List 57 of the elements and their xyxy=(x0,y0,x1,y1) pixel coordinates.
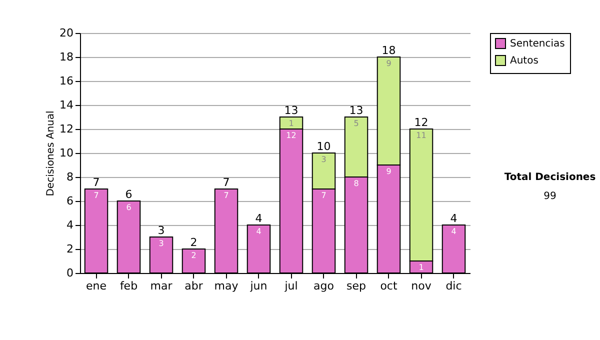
legend-label: Sentencias xyxy=(510,38,565,50)
data-label: 1 xyxy=(418,263,424,272)
data-label: 2 xyxy=(191,251,196,260)
data-label: 11 xyxy=(416,131,426,140)
x-tick-label: sep xyxy=(346,280,366,292)
x-tick-label: ene xyxy=(86,280,107,292)
data-label: 3 xyxy=(158,239,164,248)
x-tick-label: oct xyxy=(380,280,398,292)
total-label: 3 xyxy=(158,224,165,237)
y-tick-label: 8 xyxy=(66,170,74,184)
total-label: 7 xyxy=(222,176,230,189)
y-tick-label: 10 xyxy=(60,146,74,160)
y-tick-label: 18 xyxy=(60,50,74,64)
y-tick-label: 4 xyxy=(66,218,74,232)
data-label: 1 xyxy=(288,119,294,128)
data-label: 5 xyxy=(354,119,359,128)
data-label: 12 xyxy=(286,131,296,140)
x-tick-label: may xyxy=(214,280,239,292)
total-label: 13 xyxy=(284,104,298,117)
x-tick-label: jul xyxy=(284,280,298,292)
x-tick-label: ago xyxy=(314,280,334,292)
total-label: 10 xyxy=(316,140,331,153)
y-tick-label: 14 xyxy=(60,98,74,112)
data-label: 6 xyxy=(126,203,132,212)
y-tick-label: 16 xyxy=(60,74,74,88)
data-label: 7 xyxy=(94,191,99,200)
total-label: 4 xyxy=(450,212,458,225)
total-label: 13 xyxy=(349,104,364,117)
text: 99 xyxy=(542,191,558,202)
x-tick-label: nov xyxy=(411,280,432,292)
y-tick-label: 2 xyxy=(66,242,74,256)
data-label: 8 xyxy=(354,179,359,188)
data-label: 4 xyxy=(256,227,262,236)
y-tick-label: 0 xyxy=(66,266,74,280)
data-label: 9 xyxy=(386,167,392,176)
data-label: 4 xyxy=(451,227,456,236)
total-label: 2 xyxy=(190,236,198,249)
total-label: 12 xyxy=(414,116,428,129)
text: Total Decisiones xyxy=(503,172,597,183)
total-label: 7 xyxy=(92,176,100,189)
total-label: 4 xyxy=(255,212,262,225)
legend-label: Autos xyxy=(510,56,538,66)
total-label: 6 xyxy=(125,188,132,201)
data-label: 3 xyxy=(321,155,326,164)
x-tick-label: feb xyxy=(120,280,138,292)
data-label: 9 xyxy=(386,59,392,68)
x-tick-label: jun xyxy=(249,280,268,292)
x-tick-label: dic xyxy=(446,280,462,292)
x-tick-label: abr xyxy=(184,280,204,292)
y-axis-title: Decisiones Anual xyxy=(46,110,57,196)
x-tick-label: mar xyxy=(150,280,173,292)
data-label: 7 xyxy=(224,191,229,200)
data-label: 7 xyxy=(321,191,326,200)
y-tick-label: 6 xyxy=(66,194,74,208)
y-tick-label: 20 xyxy=(60,26,74,40)
total-label: 18 xyxy=(382,44,396,57)
y-tick-label: 12 xyxy=(60,122,74,136)
